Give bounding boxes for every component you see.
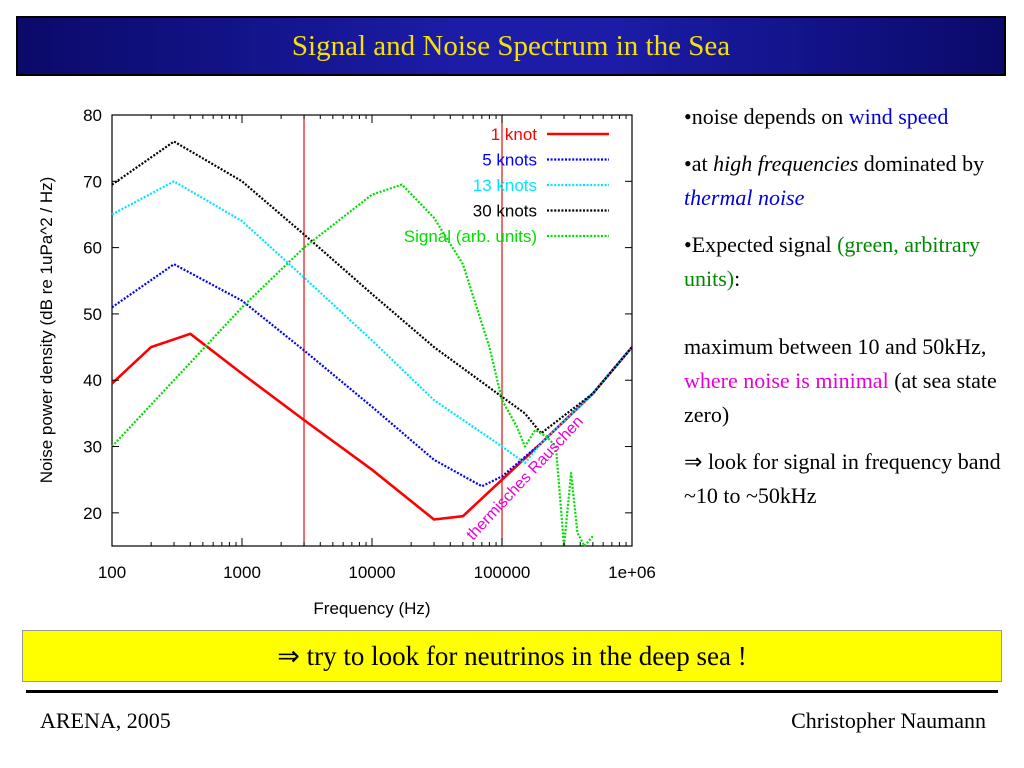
y-tick-label: 50 (83, 305, 102, 324)
bullet-look-for-signal: ⇒ look for signal in frequency band ~10 … (684, 449, 1001, 508)
callout-text: try to look for neutrinos in the deep se… (299, 640, 747, 671)
callout-box: ⇒ try to look for neutrinos in the deep … (22, 630, 1002, 682)
vline-layer (303, 115, 503, 546)
y-tick-label: 70 (83, 172, 102, 191)
bullet-maximum: maximum between 10 and 50kHz, where nois… (684, 334, 997, 427)
x-tick-label: 100 (98, 563, 126, 582)
series-layer (111, 140, 633, 548)
bullet-expected-signal: •Expected signal (green, arbitrary units… (684, 232, 981, 291)
legend-label: 30 knots (473, 202, 537, 221)
noise-spectrum-chart: 20 30 40 50 60 70 80 100 1000 10000 100000 1e+06 1 … (37, 106, 656, 618)
bullet-high-frequency: •at high frequencies dominated by therma… (684, 151, 985, 210)
series-line-30-knots (111, 140, 633, 435)
footer-event: ARENA, 2005 (40, 708, 171, 733)
x-axis-label: Frequency (Hz) (313, 599, 430, 618)
legend-label: 5 knots (482, 151, 537, 170)
x-tick-label: 10000 (348, 563, 395, 582)
series-line-13-knots (111, 180, 633, 465)
footer-divider (26, 690, 998, 693)
implies-arrow-icon: ⇒ (684, 449, 703, 474)
legend-label: 13 knots (473, 176, 537, 195)
legend-label: 1 knot (491, 125, 538, 144)
x-tick-label: 1000 (223, 563, 261, 582)
plot-frame (111, 114, 633, 547)
y-tick-label: 40 (83, 371, 102, 390)
y-tick-label: 30 (83, 438, 102, 457)
legend: 1 knot 5 knots 13 knots 30 knots Signal (arb… (404, 125, 609, 246)
legend-label: Signal (arb. units) (404, 227, 537, 246)
y-tick-label: 60 (83, 239, 102, 258)
footer-author: Christopher Naumann (791, 708, 986, 733)
series-line-signal-arb-units (111, 183, 594, 548)
slide-title: Signal and Noise Spectrum in the Sea (291, 29, 731, 62)
y-tick-label: 20 (83, 504, 102, 523)
y-tick-label: 80 (83, 106, 102, 125)
tick-layer: 20 30 40 50 60 70 80 100 1000 10000 100000 1e+06 (83, 106, 656, 582)
implies-arrow-icon: ⇒ (277, 640, 300, 671)
x-tick-label: 1e+06 (608, 563, 656, 582)
y-axis-label: Noise power density (dB re 1uPa^2 / Hz) (37, 177, 56, 484)
series-line-5-knots (111, 263, 633, 488)
title-bar: Signal and Noise Spectrum in the Sea (16, 16, 1006, 76)
bullet-list: •noise depends on wind speed •at high fr… (684, 100, 1006, 526)
bullet-wind: •noise depends on wind speed (684, 104, 949, 129)
x-tick-label: 100000 (474, 563, 531, 582)
